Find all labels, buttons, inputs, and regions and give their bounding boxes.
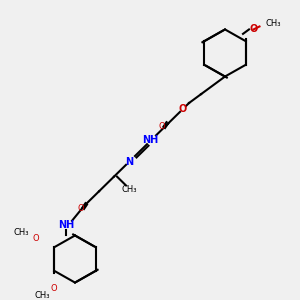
Text: O: O: [51, 284, 57, 293]
Text: O: O: [33, 234, 39, 243]
Text: NH: NH: [142, 135, 158, 145]
Text: O: O: [78, 205, 84, 214]
Text: O: O: [159, 122, 165, 131]
Text: CH₃: CH₃: [266, 19, 281, 28]
Text: N: N: [125, 157, 133, 167]
Text: CH₃: CH₃: [121, 185, 137, 194]
Text: CH₃: CH₃: [34, 291, 50, 300]
Text: NH: NH: [58, 220, 74, 230]
Text: CH₃: CH₃: [13, 228, 29, 237]
Text: O: O: [179, 104, 187, 114]
Text: O: O: [249, 24, 258, 34]
